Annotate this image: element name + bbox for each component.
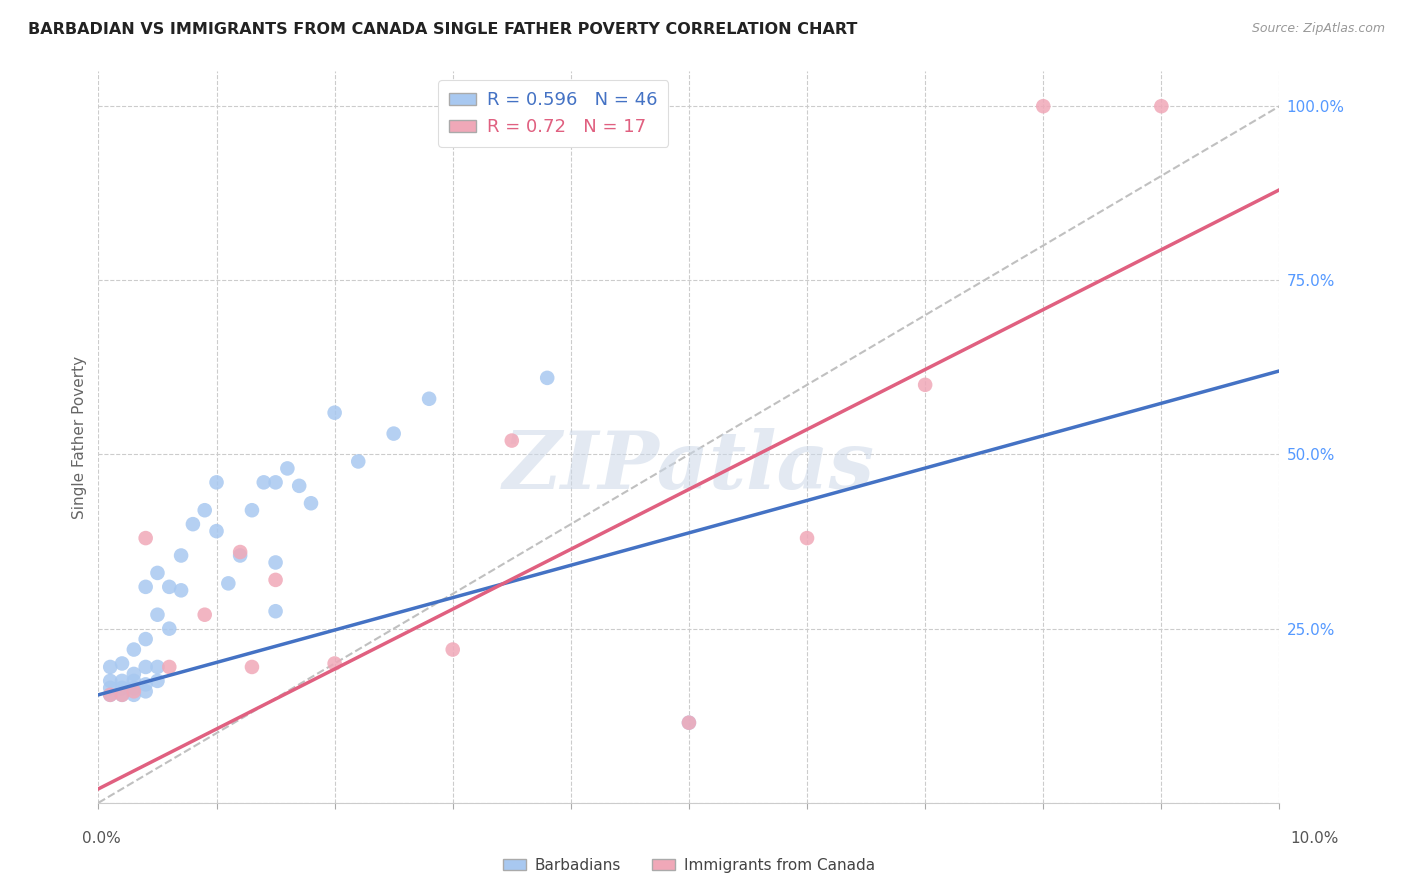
Point	[678, 715, 700, 730]
Point	[98, 681, 121, 695]
Point	[229, 549, 252, 563]
Point	[135, 660, 157, 674]
Point	[170, 549, 193, 563]
Point	[323, 657, 346, 671]
Point	[135, 677, 157, 691]
Point	[157, 622, 180, 636]
Point	[98, 688, 121, 702]
Text: ZIPatlas: ZIPatlas	[503, 427, 875, 505]
Point	[253, 475, 276, 490]
Point	[240, 660, 263, 674]
Point	[264, 475, 287, 490]
Text: 0.0%: 0.0%	[82, 831, 121, 846]
Point	[299, 496, 322, 510]
Point	[205, 475, 228, 490]
Point	[146, 607, 169, 622]
Point	[111, 688, 134, 702]
Point	[157, 580, 180, 594]
Point	[135, 531, 157, 545]
Point	[122, 667, 145, 681]
Point	[146, 660, 169, 674]
Point	[122, 684, 145, 698]
Point	[181, 517, 204, 532]
Point	[157, 660, 180, 674]
Point	[217, 576, 239, 591]
Point	[135, 684, 157, 698]
Point	[382, 426, 405, 441]
Point	[170, 583, 193, 598]
Point	[205, 524, 228, 538]
Point	[796, 531, 818, 545]
Point	[229, 545, 252, 559]
Point	[122, 681, 145, 695]
Point	[501, 434, 523, 448]
Point	[98, 673, 121, 688]
Text: 10.0%: 10.0%	[1291, 831, 1339, 846]
Point	[264, 556, 287, 570]
Point	[111, 681, 134, 695]
Point	[264, 604, 287, 618]
Point	[135, 632, 157, 646]
Point	[194, 503, 217, 517]
Point	[122, 673, 145, 688]
Point	[240, 503, 263, 517]
Point	[347, 454, 370, 468]
Point	[98, 688, 121, 702]
Point	[678, 715, 700, 730]
Point	[1032, 99, 1054, 113]
Point	[441, 642, 464, 657]
Point	[276, 461, 298, 475]
Point	[264, 573, 287, 587]
Point	[135, 580, 157, 594]
Point	[122, 688, 145, 702]
Point	[146, 673, 169, 688]
Legend: Barbadians, Immigrants from Canada: Barbadians, Immigrants from Canada	[496, 852, 882, 880]
Point	[194, 607, 217, 622]
Point	[536, 371, 558, 385]
Point	[111, 657, 134, 671]
Point	[418, 392, 440, 406]
Point	[914, 377, 936, 392]
Point	[111, 688, 134, 702]
Point	[323, 406, 346, 420]
Point	[1150, 99, 1173, 113]
Point	[122, 642, 145, 657]
Point	[111, 673, 134, 688]
Point	[146, 566, 169, 580]
Y-axis label: Single Father Poverty: Single Father Poverty	[72, 356, 87, 518]
Text: Source: ZipAtlas.com: Source: ZipAtlas.com	[1251, 22, 1385, 36]
Point	[98, 660, 121, 674]
Text: BARBADIAN VS IMMIGRANTS FROM CANADA SINGLE FATHER POVERTY CORRELATION CHART: BARBADIAN VS IMMIGRANTS FROM CANADA SING…	[28, 22, 858, 37]
Point	[288, 479, 311, 493]
